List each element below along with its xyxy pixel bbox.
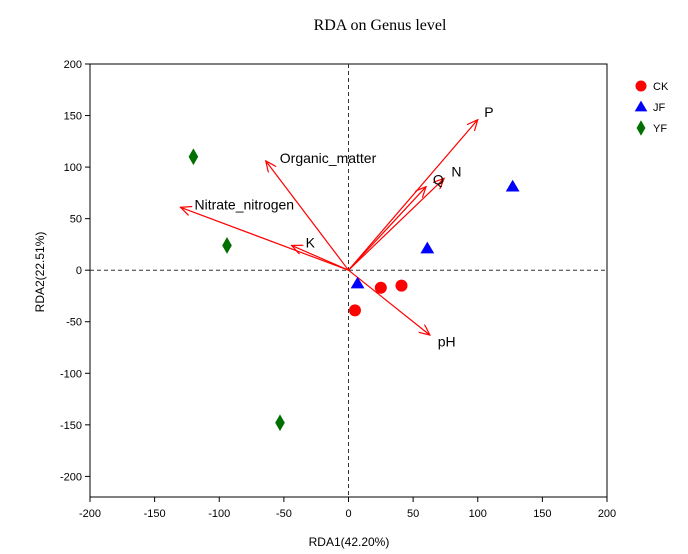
x-tick-label: 200 <box>598 508 616 520</box>
x-tick-label: 50 <box>407 508 419 520</box>
chart-title: RDA on Genus level <box>314 17 447 34</box>
arrow-label-n: N <box>451 164 461 180</box>
y-tick-label: 0 <box>76 265 82 277</box>
x-axis-label: RDA1(42.20%) <box>309 535 390 549</box>
y-tick-label: -150 <box>60 420 82 432</box>
arrow-label-p: P <box>484 104 493 120</box>
x-tick-label: 0 <box>345 508 351 520</box>
arrow-label-k: K <box>306 234 316 250</box>
x-tick-label: -200 <box>79 508 101 520</box>
arrow-ph <box>348 269 430 335</box>
point-yf <box>222 237 232 254</box>
legend-marker-ck <box>635 80 647 92</box>
y-tick-label: -200 <box>60 471 82 483</box>
y-tick-label: -50 <box>66 317 82 329</box>
legend-label-jf: JF <box>653 102 666 114</box>
y-tick-label: 50 <box>70 214 82 226</box>
x-tick-label: 100 <box>469 508 487 520</box>
arrow-label-ph: pH <box>438 333 456 349</box>
point-jf <box>350 276 365 289</box>
legend-marker-jf <box>634 100 648 112</box>
point-ck <box>395 279 408 292</box>
arrow-organic-matter <box>266 161 349 271</box>
y-tick-label: -100 <box>60 368 82 380</box>
arrow-label-organic-matter: Organic_matter <box>280 150 377 166</box>
y-tick-label: 150 <box>64 111 82 123</box>
arrow-p <box>348 120 478 271</box>
x-tick-label: 150 <box>533 508 551 520</box>
point-ck <box>348 304 361 317</box>
point-jf <box>505 179 520 192</box>
x-tick-label: -100 <box>208 508 230 520</box>
arrow-label-nitrate-nitrogen: Nitrate_nitrogen <box>194 196 294 212</box>
point-yf <box>275 414 285 432</box>
arrow-n <box>348 178 445 271</box>
x-tick-label: -150 <box>144 508 166 520</box>
arrow-label-q: Q <box>433 171 444 187</box>
legend-label-yf: YF <box>653 123 667 135</box>
arrow-q <box>348 187 427 271</box>
x-tick-label: -50 <box>276 508 292 520</box>
point-ck <box>374 281 387 294</box>
y-tick-label: 100 <box>64 162 82 174</box>
legend: CK JF YF <box>634 80 669 136</box>
arrow-nitrate-nitrogen <box>180 207 349 271</box>
point-yf <box>188 148 199 166</box>
legend-label-ck: CK <box>653 81 669 93</box>
legend-marker-yf <box>636 120 646 136</box>
y-tick-label: 200 <box>64 59 82 71</box>
y-axis-label: RDA2(22.51%) <box>33 232 47 313</box>
arrow-k <box>292 245 349 271</box>
point-jf <box>420 241 435 254</box>
